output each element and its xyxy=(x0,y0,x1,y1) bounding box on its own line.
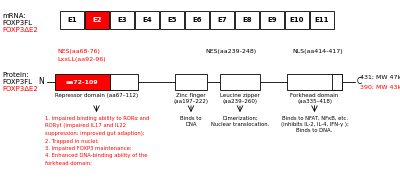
Text: Protein:: Protein: xyxy=(2,72,29,78)
Text: 2. Trapped in nuclei;: 2. Trapped in nuclei; xyxy=(45,139,99,144)
Bar xyxy=(220,74,260,90)
Text: E10: E10 xyxy=(290,17,304,23)
Text: suppression; improved gut adaption);: suppression; improved gut adaption); xyxy=(45,131,145,136)
Bar xyxy=(55,74,110,90)
Bar xyxy=(60,11,84,29)
Text: E3: E3 xyxy=(117,17,127,23)
Text: Binds to
DNA: Binds to DNA xyxy=(180,116,202,127)
Text: Binds to NFAT, NFκB, etc.
(inhibits IL-2, IL-4, IFN-γ );
Binds to DNA.: Binds to NFAT, NFκB, etc. (inhibits IL-2… xyxy=(281,116,348,133)
Text: E8: E8 xyxy=(242,17,252,23)
Bar xyxy=(310,11,334,29)
Text: 431; MW 47kDa: 431; MW 47kDa xyxy=(360,74,400,79)
Text: aa72-109: aa72-109 xyxy=(66,79,99,84)
Text: Forkhead domain
(aa335–418): Forkhead domain (aa335–418) xyxy=(290,93,339,104)
Text: mRNA:: mRNA: xyxy=(2,13,26,19)
Bar xyxy=(287,74,342,90)
Text: RORγt (impaired IL17 and IL22: RORγt (impaired IL17 and IL22 xyxy=(45,124,126,129)
Bar xyxy=(160,11,184,29)
Text: FOXP3FL: FOXP3FL xyxy=(2,79,32,85)
Text: NES(aa239-248): NES(aa239-248) xyxy=(205,49,256,54)
Text: Dimerization;
Nuclear translocation.: Dimerization; Nuclear translocation. xyxy=(211,116,269,127)
Bar xyxy=(285,11,309,29)
Text: 4. Enhanced DNA-binding ability of the: 4. Enhanced DNA-binding ability of the xyxy=(45,154,148,158)
Text: Repressor domain (aa67–112): Repressor domain (aa67–112) xyxy=(55,93,138,98)
Text: E9: E9 xyxy=(267,17,277,23)
Bar xyxy=(235,11,259,29)
Bar xyxy=(210,11,234,29)
Text: E6: E6 xyxy=(192,17,202,23)
Bar xyxy=(135,11,159,29)
Bar xyxy=(85,11,109,29)
Bar xyxy=(185,11,209,29)
Text: E4: E4 xyxy=(142,17,152,23)
Text: C: C xyxy=(357,78,362,86)
Bar xyxy=(110,74,138,90)
Text: NES(aa68-76): NES(aa68-76) xyxy=(57,49,100,54)
Text: 1. Impaired binding ability to RORα and: 1. Impaired binding ability to RORα and xyxy=(45,116,150,121)
Text: 3. Impaired FOXP3 maintenance;: 3. Impaired FOXP3 maintenance; xyxy=(45,146,132,151)
Text: LxxLL(aa92-96): LxxLL(aa92-96) xyxy=(57,57,106,62)
Text: E11: E11 xyxy=(315,17,329,23)
Text: E7: E7 xyxy=(217,17,227,23)
Bar xyxy=(175,74,207,90)
Bar xyxy=(260,11,284,29)
Bar xyxy=(110,11,134,29)
Text: forkhead domain;: forkhead domain; xyxy=(45,161,92,166)
Text: 390; MW 43kDa: 390; MW 43kDa xyxy=(360,84,400,90)
Text: E2: E2 xyxy=(92,17,102,23)
Text: N: N xyxy=(38,78,44,86)
Text: FOXP3FL: FOXP3FL xyxy=(2,20,32,26)
Text: FOXP3ΔE2: FOXP3ΔE2 xyxy=(2,86,38,92)
Text: Zinc finger
(aa197–222): Zinc finger (aa197–222) xyxy=(174,93,208,104)
Text: E5: E5 xyxy=(167,17,177,23)
Text: E1: E1 xyxy=(67,17,77,23)
Text: NLS(aa414-417): NLS(aa414-417) xyxy=(292,49,343,54)
Bar xyxy=(332,74,342,90)
Text: FOXP3ΔE2: FOXP3ΔE2 xyxy=(2,27,38,33)
Text: Leucine zipper
(aa239–260): Leucine zipper (aa239–260) xyxy=(220,93,260,104)
